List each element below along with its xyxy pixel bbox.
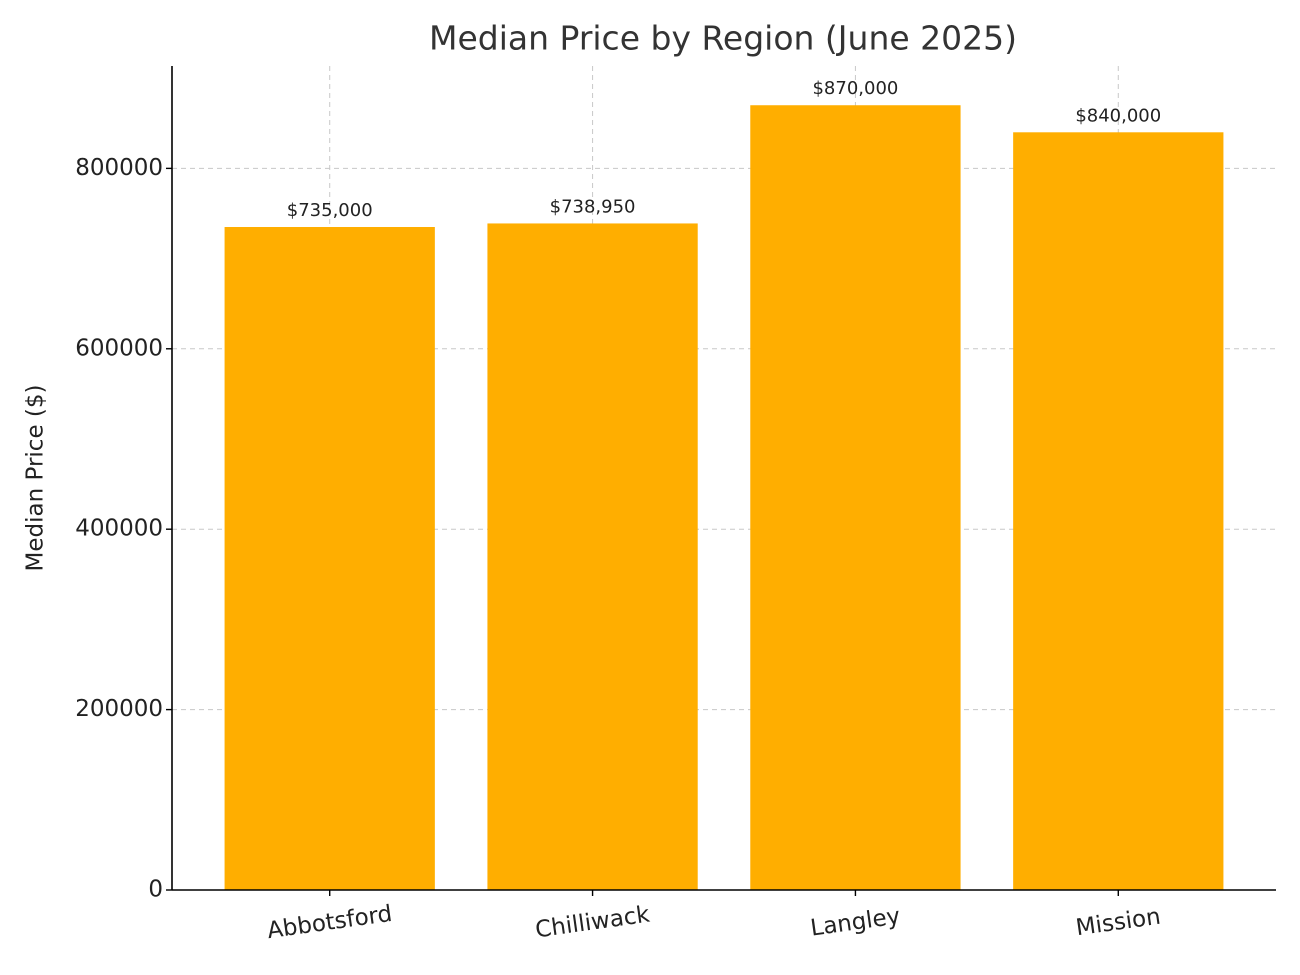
value-label: $870,000 — [812, 78, 898, 99]
bar — [224, 227, 435, 891]
y-tick-label: 200000 — [75, 696, 163, 722]
value-label: $735,000 — [287, 200, 373, 221]
y-tick-label: 800000 — [75, 155, 163, 181]
x-tick-label: Mission — [1074, 904, 1162, 942]
x-tick-label: Langley — [809, 903, 902, 941]
bars — [224, 105, 1224, 891]
value-label: $738,950 — [550, 196, 636, 217]
y-tick-label: 600000 — [75, 335, 163, 361]
y-tick-label: 0 — [148, 877, 163, 903]
bar — [487, 223, 698, 891]
value-label: $840,000 — [1075, 105, 1161, 126]
chart-title: Median Price by Region (June 2025) — [429, 19, 1017, 58]
y-axis-label: Median Price ($) — [23, 385, 49, 572]
bar — [750, 105, 961, 890]
y-tick-label: 400000 — [75, 516, 163, 542]
bar — [1013, 132, 1224, 891]
x-tick-label: Abbotsford — [266, 901, 394, 944]
x-tick-label: Chilliwack — [534, 902, 652, 944]
